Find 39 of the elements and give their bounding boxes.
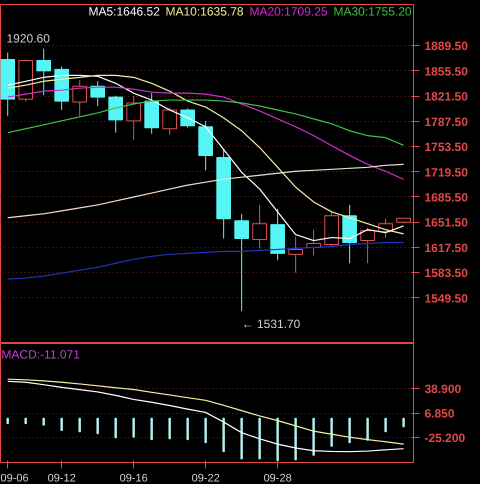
chart-title: MACD:-11.071 (1, 348, 80, 362)
y-tick-label: 38.900 (424, 382, 462, 396)
candlestick (288, 236, 303, 274)
candlestick (36, 48, 52, 96)
candlestick (180, 108, 195, 128)
y-tick-label: 6.850 (424, 406, 455, 421)
y-tick-label: 1583.50 (424, 266, 468, 280)
y-tick-label: 1821.50 (424, 90, 468, 104)
candlestick (252, 204, 267, 249)
text: MA5:1646.52 (88, 4, 160, 18)
x-tick-label: 09-22 (192, 472, 220, 484)
x-tick-label: 09-28 (264, 472, 292, 484)
y-tick-label: 1719.50 (424, 165, 468, 180)
x-tick-label: 09-16 (120, 472, 148, 484)
y-tick-label: 1549.50 (424, 291, 468, 306)
candlestick (126, 96, 142, 140)
x-tick-label: 09-12 (48, 472, 76, 484)
text: MA30:1755.20 (334, 4, 412, 18)
candlestick (360, 227, 375, 264)
y-tick-label: -25.200 (424, 430, 466, 445)
annotation: ← 1531.70 (242, 317, 301, 332)
line-series (7, 242, 404, 280)
y-tick-label: 1651.50 (424, 216, 468, 230)
annotation: 1920.60 (6, 32, 50, 46)
y-tick-label: 1889.50 (424, 39, 468, 54)
y-tick-label: 1855.50 (424, 64, 468, 78)
candlestick (108, 95, 124, 134)
line-series (7, 164, 404, 218)
y-tick-label: 1787.50 (424, 114, 468, 129)
x-tick-label: 09-06 (0, 472, 29, 484)
y-tick-label: 1617.50 (424, 240, 468, 255)
candlestick (234, 213, 249, 312)
candlestick (72, 80, 88, 116)
candlestick (162, 107, 177, 136)
text: MA20:1709.25 (250, 4, 328, 18)
y-tick-label: 1753.50 (424, 140, 468, 154)
line-series (7, 86, 404, 180)
y-tick-label: 1685.50 (424, 190, 468, 204)
text: MA10:1635.78 (166, 4, 244, 18)
